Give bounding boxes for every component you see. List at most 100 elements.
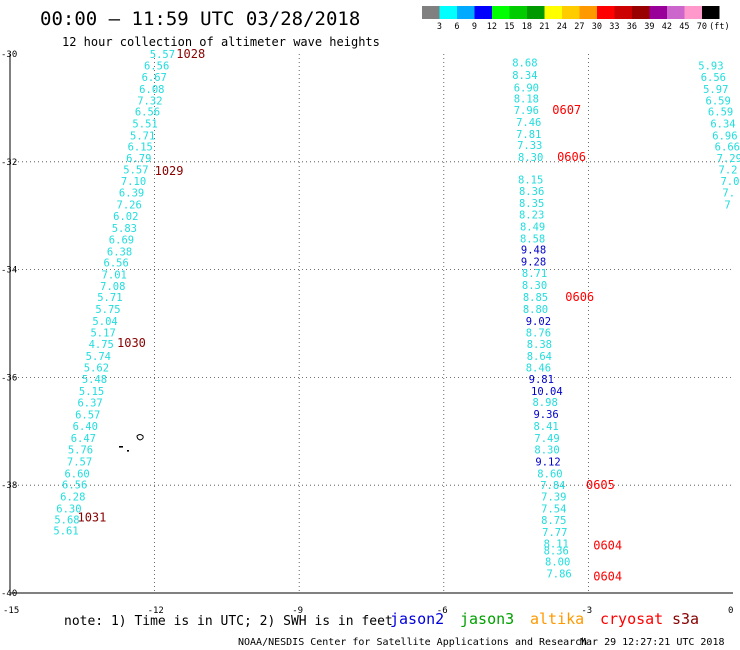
time-label: 0606 xyxy=(557,150,586,164)
satellite-name: s3a xyxy=(672,610,699,628)
swh-value: 6.30 xyxy=(56,503,81,515)
swh-value: 5.17 xyxy=(90,328,115,340)
swh-value: 6.57 xyxy=(75,410,100,422)
x-tick-label: -15 xyxy=(3,606,19,616)
swh-value: 6.96 xyxy=(712,130,737,142)
swh-value: 5.57 xyxy=(150,49,175,61)
legend-label: 45 xyxy=(679,22,689,32)
grid-lines xyxy=(10,54,733,593)
swh-value: 5.93 xyxy=(698,60,723,72)
legend-label: 42 xyxy=(662,22,672,32)
swh-value: 8.98 xyxy=(532,397,557,409)
swh-value: 8.58 xyxy=(520,233,545,245)
swh-value: 7 xyxy=(724,199,730,211)
legend-swatch xyxy=(562,6,580,19)
x-tick-label: -6 xyxy=(437,606,448,616)
swh-value: 4.75 xyxy=(89,339,114,351)
swh-value: 8.38 xyxy=(527,339,552,351)
swh-value: 6.69 xyxy=(109,234,134,246)
time-label: 1031 xyxy=(77,511,106,525)
x-tick-label: 0 xyxy=(728,606,733,616)
axes xyxy=(9,54,733,594)
footer-timestamp: Mar 29 12:27:21 UTC 2018 xyxy=(580,637,725,648)
swh-value: 6.08 xyxy=(139,84,164,96)
legend-swatch xyxy=(527,6,545,19)
swh-value: 8.46 xyxy=(526,363,551,375)
swh-value: 6.15 xyxy=(128,142,153,154)
swh-value: 5.76 xyxy=(68,445,93,457)
swh-value: 5.15 xyxy=(79,386,104,398)
swh-value: 5.51 xyxy=(132,119,157,131)
footer-credit: NOAA/NESDIS Center for Satellite Applica… xyxy=(238,637,587,648)
swh-value: 5.75 xyxy=(95,304,120,316)
chart-title: 00:00 – 11:59 UTC 03/28/2018 xyxy=(40,8,360,30)
time-label: 0606 xyxy=(565,290,594,304)
time-labels: 1028 1029 1030 1031 0607 0606 0606 0605 0604 0604 xyxy=(77,47,622,583)
y-tick-label: -36 xyxy=(1,373,17,383)
swh-value: 8.30 xyxy=(518,152,543,164)
swh-value: 6.79 xyxy=(126,153,151,165)
swh-value: 6.02 xyxy=(113,211,138,223)
satellite-name: cryosat xyxy=(600,610,663,628)
legend-swatch xyxy=(632,6,650,19)
satellite-legend: jason2 jason3 altika cryosat s3a xyxy=(390,610,699,628)
swh-value: 8.23 xyxy=(519,210,544,222)
swh-value: 7.33 xyxy=(517,140,542,152)
land-outline xyxy=(119,434,144,452)
swh-value: 7.2 xyxy=(719,164,738,176)
swh-value: 8.68 xyxy=(512,58,537,70)
swh-value: 7.46 xyxy=(516,117,541,129)
legend-swatch xyxy=(439,6,457,19)
legend-label: (ft) xyxy=(709,22,729,32)
swh-value: 7.77 xyxy=(542,527,567,539)
swh-value: 6.38 xyxy=(107,246,132,258)
swh-values: 5.576.566.676.087.326.565.515.716.156.79… xyxy=(53,49,740,581)
swh-value: 8.64 xyxy=(527,351,552,363)
swh-value: 7.29 xyxy=(717,153,740,165)
y-tick-label: -40 xyxy=(1,589,17,599)
swh-value: 6.59 xyxy=(708,107,733,119)
x-tick-label: -3 xyxy=(581,606,592,616)
swh-value: 9.48 xyxy=(521,245,546,257)
swh-value: 9.81 xyxy=(529,374,554,386)
time-label: 0605 xyxy=(586,478,615,492)
legend-swatch xyxy=(509,6,527,19)
swh-value: 6.56 xyxy=(144,60,169,72)
y-tick-label: -32 xyxy=(1,158,17,168)
legend-label: 36 xyxy=(627,22,637,32)
y-tick-label: -30 xyxy=(1,50,17,60)
legend-swatch xyxy=(492,6,510,19)
swh-value: 5.83 xyxy=(112,223,137,235)
legend-label: 12 xyxy=(487,22,497,32)
swh-value: 7.39 xyxy=(541,492,566,504)
swh-value: 6.56 xyxy=(701,72,726,84)
swh-value: 8.11 xyxy=(544,538,569,550)
y-tick-label: -38 xyxy=(1,481,17,491)
swh-value: 6.67 xyxy=(142,72,167,84)
chart-subtitle: 12 hour collection of altimeter wave hei… xyxy=(62,35,380,49)
swh-value: 8.30 xyxy=(534,445,559,457)
legend-swatch xyxy=(579,6,597,19)
legend-label: 3 xyxy=(437,22,442,32)
swh-value: 9.28 xyxy=(521,257,546,269)
swh-value: 8.80 xyxy=(523,304,548,316)
legend-label: 18 xyxy=(522,22,532,32)
swh-value: 5.68 xyxy=(54,515,79,527)
satellite-name: jason2 xyxy=(390,610,444,628)
swh-value: 6.47 xyxy=(71,433,96,445)
swh-value: 8.35 xyxy=(519,198,544,210)
swh-value: 6.59 xyxy=(706,95,731,107)
time-label: 0604 xyxy=(593,569,622,583)
swh-value: 8.41 xyxy=(533,421,558,433)
x-tick-label: -12 xyxy=(148,606,164,616)
swh-value: 8.36 xyxy=(519,186,544,198)
swh-value: 10.04 xyxy=(531,386,563,398)
satellite-name: altika xyxy=(530,610,584,628)
swh-value: 9.12 xyxy=(535,456,560,468)
legend-label: 15 xyxy=(504,22,514,32)
swh-value: 7.84 xyxy=(540,480,565,492)
swh-value: 6.34 xyxy=(710,119,735,131)
legend-swatch xyxy=(649,6,667,19)
